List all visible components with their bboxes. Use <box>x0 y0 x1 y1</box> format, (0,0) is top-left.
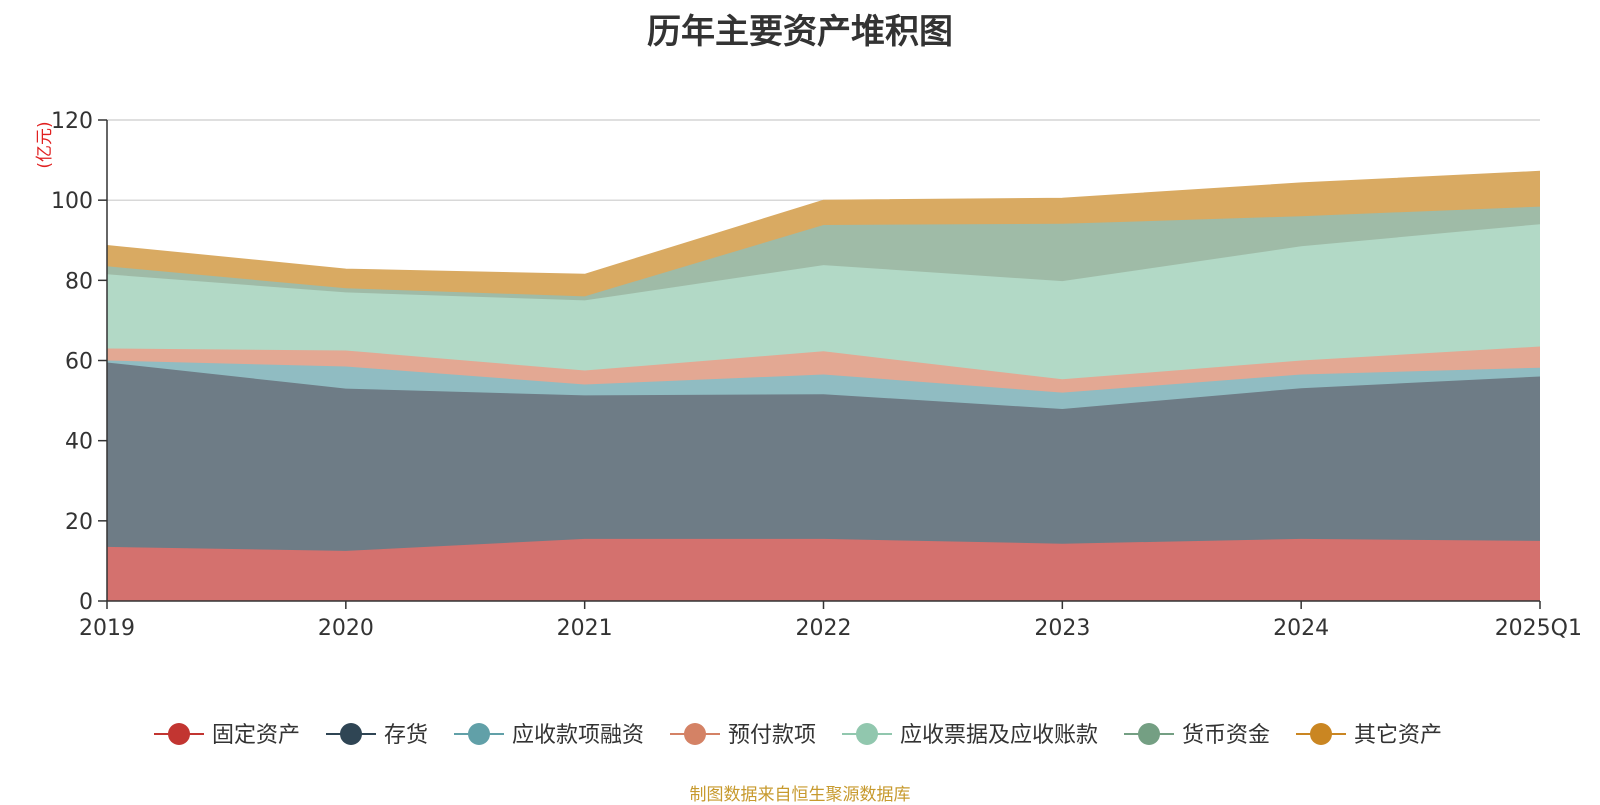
area-series-4 <box>107 346 1540 393</box>
legend-marker <box>1310 723 1332 745</box>
legend-label: 货币资金 <box>1182 723 1270 748</box>
legend-marker <box>168 723 190 745</box>
legend-label: 其它资产 <box>1354 723 1442 748</box>
axes: 0 20 40 60 80 100 120 2019 2020 2021 2022 2023 2024 2… <box>35 109 1582 641</box>
legend-label: 存货 <box>384 723 428 748</box>
area-series-5 <box>107 224 1540 380</box>
area-series-7 <box>107 171 1540 297</box>
y-tick-label: 0 <box>79 590 93 615</box>
legend-label: 固定资产 <box>212 723 300 748</box>
area-series-3 <box>107 360 1540 409</box>
legend-marker <box>1138 723 1160 745</box>
x-tick-label: 2020 <box>318 616 374 641</box>
y-tick-label: 100 <box>51 189 93 214</box>
legend-item-5[interactable]: 应收票据及应收账款 <box>842 723 1098 748</box>
legend-marker <box>684 723 706 745</box>
legend-marker <box>340 723 362 745</box>
area-series-6 <box>107 206 1540 301</box>
legend-label: 预付款项 <box>728 723 816 748</box>
legend-item-4[interactable]: 预付款项 <box>670 723 816 748</box>
y-tick-label: 60 <box>65 350 93 375</box>
x-tick-label: 2025Q1 <box>1495 616 1582 641</box>
legend-item-1[interactable]: 固定资产 <box>154 723 300 748</box>
area-series-1 <box>107 538 1540 601</box>
legend-marker <box>856 723 878 745</box>
area-series-line-7 <box>106 170 1541 275</box>
legend-item-3[interactable]: 应收款项融资 <box>454 723 644 748</box>
x-tick-label: 2023 <box>1034 616 1090 641</box>
area-series-2 <box>107 362 1540 551</box>
x-tick-label: 2021 <box>557 616 613 641</box>
legend-label: 应收票据及应收账款 <box>900 723 1098 748</box>
legend-item-2[interactable]: 存货 <box>326 723 428 748</box>
legend-label: 应收款项融资 <box>512 723 644 748</box>
y-tick-label: 20 <box>65 510 93 535</box>
y-tick-label: 120 <box>51 109 93 134</box>
legend-item-7[interactable]: 其它资产 <box>1296 723 1442 748</box>
y-tick-label: 40 <box>65 430 93 455</box>
unit-label: (亿元) <box>35 121 55 168</box>
legend-item-6[interactable]: 货币资金 <box>1124 723 1270 748</box>
chart-title: 历年主要资产堆积图 <box>647 12 953 52</box>
x-tick-label: 2024 <box>1273 616 1329 641</box>
y-tick-label: 80 <box>65 269 93 294</box>
x-tick-label: 2019 <box>79 616 135 641</box>
x-tick-label: 2022 <box>796 616 852 641</box>
legend-marker <box>468 723 490 745</box>
legend: 固定资产 存货 应收款项融资 预付款项 应收票据及应收账款 货币资金 其它资产 <box>154 723 1442 748</box>
area-series-layer <box>106 170 1541 601</box>
source-note: 制图数据来自恒生聚源数据库 <box>689 785 911 805</box>
